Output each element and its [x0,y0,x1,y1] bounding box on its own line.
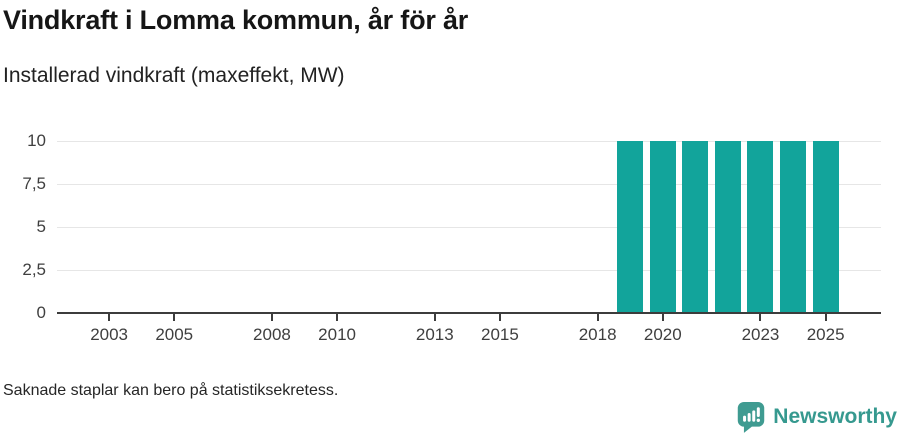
x-tick [498,314,501,321]
bar[interactable] [714,141,741,313]
x-tick [270,314,273,321]
bar[interactable] [812,141,839,313]
grid-line [57,269,881,271]
x-axis-line [57,312,881,314]
x-tick [596,314,599,321]
grid-line [57,226,881,228]
newsworthy-bubble-chart-icon [736,400,766,433]
x-tick-label: 2015 [481,325,519,344]
x-tick-label: 2005 [155,325,194,344]
x-tick-label: 2013 [415,325,454,344]
grid-line [57,183,881,185]
x-tick [824,314,827,321]
y-tick-label: 7,5 [22,174,46,193]
bar[interactable] [649,141,676,313]
bar[interactable] [682,141,709,313]
newsworthy-brand-name: Newsworthy [773,404,897,428]
x-tick-label: 2003 [90,325,129,344]
chart-title: Vindkraft i Lomma kommun, år för år [3,5,469,35]
x-tick [173,314,176,321]
x-tick-label: 2020 [643,325,682,344]
x-tick [661,314,664,321]
x-tick [108,314,111,321]
x-tick [759,314,762,321]
grid-line [57,140,881,142]
bar[interactable] [617,141,644,313]
x-tick-label: 2025 [806,325,845,344]
footer-note: Saknade staplar kan bero på statistiksek… [3,382,339,399]
chart-subtitle: Installerad vindkraft (maxeffekt, MW) [3,64,345,87]
newsworthy-logo[interactable]: Newsworthy [736,400,897,433]
bar[interactable] [747,141,774,313]
x-tick-label: 2023 [741,325,780,344]
x-tick-label: 2010 [318,325,357,344]
x-tick-label: 2018 [578,325,617,344]
y-tick-label: 5 [36,217,46,236]
y-tick-label: 2,5 [22,260,46,279]
x-tick-label: 2008 [253,325,291,344]
y-tick-label: 10 [27,131,46,150]
x-tick [433,314,436,321]
bar[interactable] [780,141,807,313]
y-tick-label: 0 [36,303,46,322]
x-tick [336,314,339,321]
